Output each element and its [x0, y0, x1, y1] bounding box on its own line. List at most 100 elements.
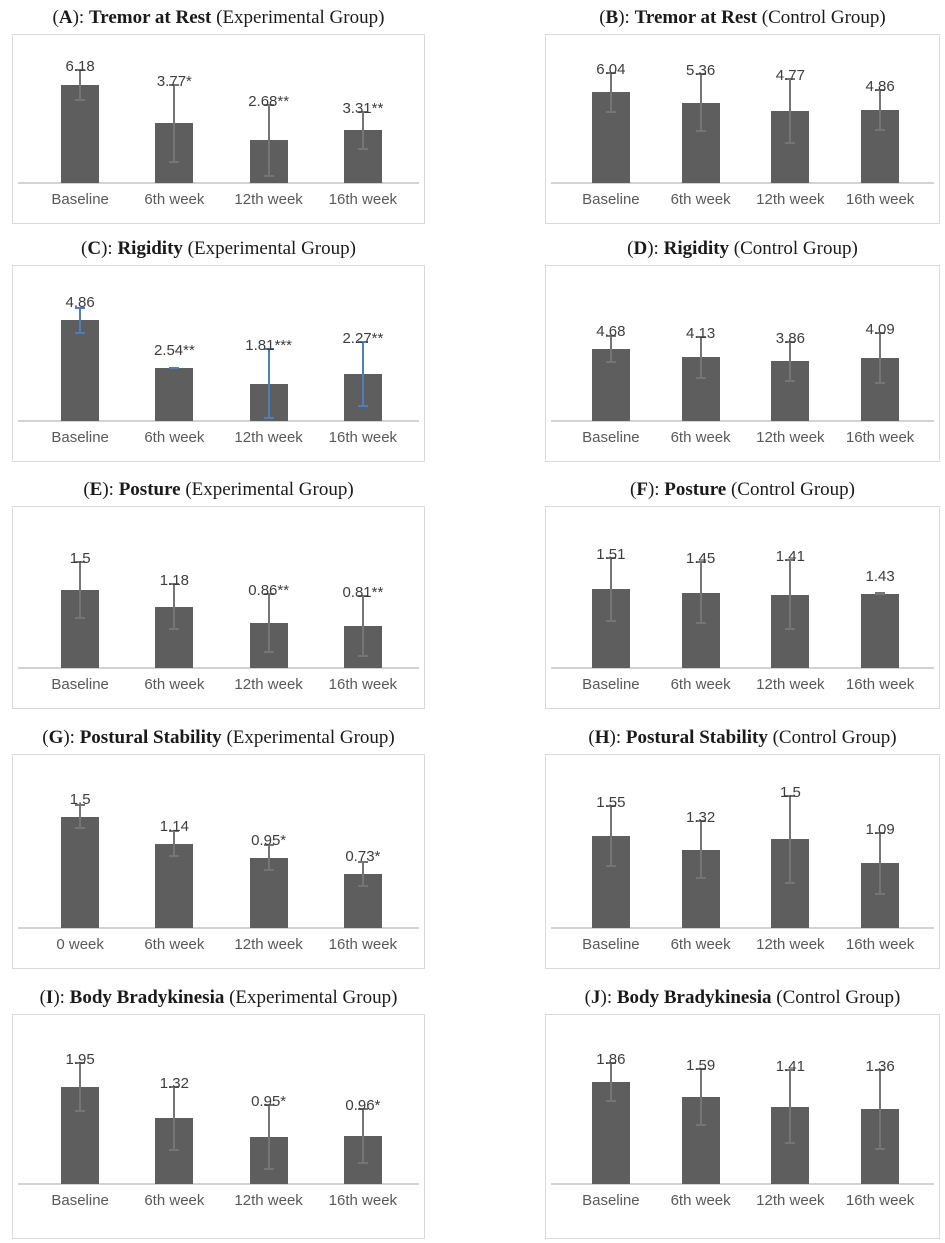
title-open: ( — [630, 479, 637, 500]
x-tick-label: 16th week — [328, 429, 398, 446]
error-bar — [699, 1067, 702, 1126]
error-bar-cap-top — [169, 83, 180, 86]
error-bar — [609, 72, 612, 113]
title-mid: ): — [72, 7, 89, 28]
x-axis-line — [551, 1183, 934, 1185]
bar-value-label: 2.54** — [153, 342, 195, 360]
x-tick-label: 12th week — [756, 1192, 825, 1209]
x-tick-label: 12th week — [756, 429, 825, 446]
error-bar-cap-bottom — [785, 380, 796, 383]
x-tick-label: 6th week — [670, 1192, 731, 1209]
panel-letter: I — [45, 987, 54, 1008]
error-bar-cap-bottom — [263, 416, 274, 419]
error-bar — [267, 844, 270, 871]
error-bar-cap-bottom — [785, 142, 796, 145]
error-bar-cap-bottom — [695, 129, 706, 132]
error-bar-cap-top — [785, 794, 796, 797]
error-bar-cap-bottom — [605, 619, 616, 622]
error-bar-cap-top — [75, 804, 86, 807]
error-bar-cap-bottom — [357, 884, 368, 887]
error-bar-cap-bottom — [605, 864, 616, 867]
x-tick-label: 6th week — [670, 936, 731, 953]
metric-name: Body Bradykinesia — [616, 987, 772, 1008]
bar-value-label: 1.51 — [596, 546, 626, 564]
group-name: (Control Group) — [726, 479, 855, 500]
bar-value-label: 1.41 — [775, 548, 805, 566]
x-tick-label: 6th week — [144, 429, 205, 446]
error-bar — [699, 335, 702, 379]
error-bar-cap-top — [75, 561, 86, 564]
metric-name: Tremor at Rest — [634, 7, 757, 28]
x-tick-label: 16th week — [328, 676, 398, 693]
bar-value-label: 6.04 — [596, 61, 626, 79]
x-axis-line — [18, 420, 419, 422]
error-bar-cap-bottom — [263, 868, 274, 871]
error-bar-cap-bottom — [875, 382, 886, 385]
x-tick-label: 12th week — [756, 191, 825, 208]
error-bar-cap-bottom — [169, 1148, 180, 1151]
x-tick-label: Baseline — [51, 191, 109, 208]
panel-title: (I): Body Bradykinesia (Experimental Gro… — [12, 986, 425, 1010]
x-tick-label: Baseline — [582, 676, 640, 693]
error-bar — [609, 805, 612, 867]
error-bar — [361, 594, 364, 658]
panel-letter: F — [636, 479, 648, 500]
x-axis-line — [551, 667, 934, 669]
error-bar-cap-top — [785, 1069, 796, 1072]
error-bar-cap-bottom — [263, 651, 274, 654]
group-name: (Experimental Group) — [211, 7, 385, 28]
bar-value-label: 0.96* — [345, 1097, 381, 1115]
x-axis-line — [18, 927, 419, 929]
error-bar-cap-bottom — [75, 331, 86, 334]
chart-box: 1.86 Baseline 1.59 6th week 1.41 12th week 1.3… — [545, 1014, 940, 1239]
error-bar — [173, 83, 176, 163]
panel-posture-control: (F): Posture (Control Group) 1.51 Baselin… — [545, 478, 940, 709]
panel-title: (A): Tremor at Rest (Experimental Group) — [12, 6, 425, 30]
x-tick-label: 12th week — [234, 1192, 303, 1209]
error-bar — [79, 804, 82, 830]
x-tick-label: 0 week — [56, 936, 104, 953]
x-tick-label: Baseline — [51, 1192, 109, 1209]
title-open: ( — [627, 238, 634, 259]
error-bar-cap-top — [169, 583, 180, 586]
x-axis-line — [18, 1183, 419, 1185]
error-bar-cap-bottom — [263, 174, 274, 177]
bar-0-week — [61, 816, 100, 928]
bar-value-label: 4.77 — [775, 67, 805, 85]
bar-value-label: 3.31** — [342, 100, 384, 118]
panel-letter: G — [48, 727, 64, 748]
x-tick-label: 12th week — [756, 676, 825, 693]
title-mid: ): — [618, 7, 635, 28]
bar-value-label: 1.55 — [596, 794, 626, 812]
x-tick-label: 6th week — [144, 936, 205, 953]
metric-name: Body Bradykinesia — [69, 987, 225, 1008]
bar-value-label: 1.81*** — [245, 337, 292, 355]
error-bar-cap-top — [357, 111, 368, 114]
x-axis-line — [551, 182, 934, 184]
error-bar-cap-bottom — [875, 892, 886, 895]
error-bar-cap-bottom — [785, 881, 796, 884]
bar-value-label: 0.95* — [251, 831, 287, 849]
error-bar — [789, 794, 792, 884]
error-bar-cap-top — [785, 559, 796, 562]
panel-title: (E): Posture (Experimental Group) — [12, 478, 425, 502]
error-bar-cap-top — [875, 331, 886, 334]
bar-value-label: 4.68 — [596, 322, 626, 340]
title-mid: ): — [102, 479, 119, 500]
error-bar-cap-top — [357, 861, 368, 864]
x-tick-label: 16th week — [845, 191, 915, 208]
error-bar — [267, 104, 270, 177]
panel-title: (J): Body Bradykinesia (Control Group) — [545, 986, 940, 1010]
error-bar-cap-top — [605, 72, 616, 75]
panel-letter: A — [58, 7, 73, 28]
error-bar-cap-top — [263, 1104, 274, 1106]
bar-value-label: 1.45 — [686, 550, 716, 568]
error-bar-cap-top — [75, 306, 86, 309]
error-bar-cap-bottom — [695, 376, 706, 379]
bar-value-label: 1.18 — [159, 572, 189, 590]
panel-letter: H — [594, 727, 610, 748]
bar-value-label: 0.86** — [248, 582, 290, 600]
error-bar-cap-top — [875, 591, 886, 594]
x-tick-label: Baseline — [51, 676, 109, 693]
chart-box: 6.18 Baseline 3.77* 6th week 2.68** 12th week… — [12, 34, 425, 224]
